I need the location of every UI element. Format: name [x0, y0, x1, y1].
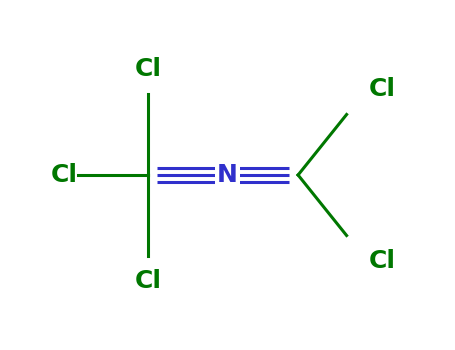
Text: Cl: Cl	[369, 249, 396, 273]
Text: Cl: Cl	[369, 77, 396, 101]
Text: Cl: Cl	[135, 269, 162, 293]
Text: Cl: Cl	[51, 163, 78, 187]
Text: N: N	[217, 163, 238, 187]
Text: Cl: Cl	[135, 57, 162, 81]
